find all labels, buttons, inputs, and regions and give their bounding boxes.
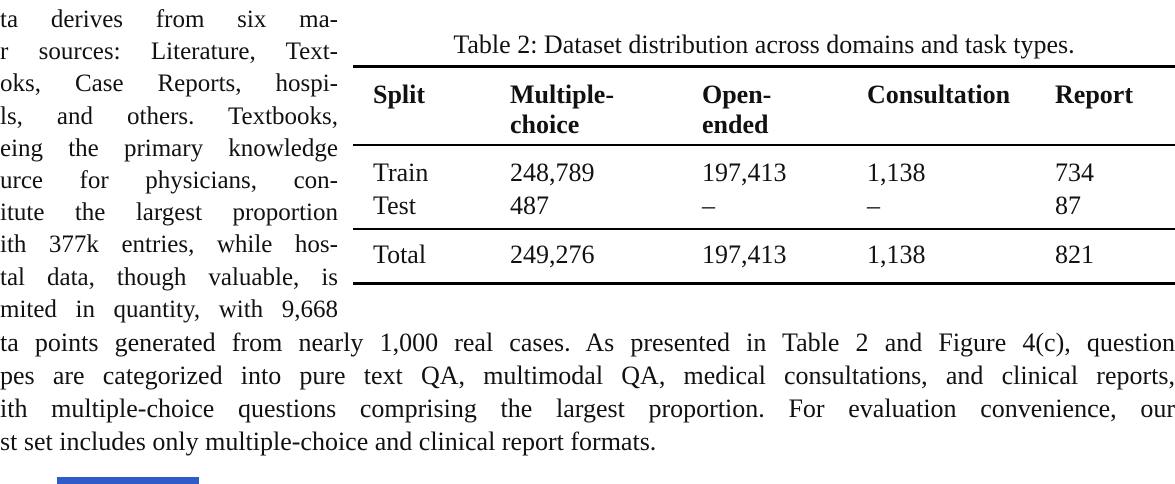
table-row-train: Train 248,789 197,413 1,138 734 [353, 156, 1175, 189]
body-paragraph-line: pes are categorized into pure text QA, m… [0, 361, 1175, 390]
left-column-line: itute the largest proportion [0, 199, 338, 227]
cell-report: 734 [1055, 158, 1094, 187]
left-column-line: oks, Case Reports, hospi- [0, 70, 338, 98]
column-header-split: Split [373, 80, 426, 109]
table-caption: Table 2: Dataset distribution across dom… [453, 30, 1075, 59]
cell-report: 821 [1055, 240, 1094, 269]
body-paragraph-line: ith multiple-choice questions comprising… [0, 394, 1175, 423]
table-2-float: Table 2: Dataset distribution across dom… [353, 0, 1175, 285]
table-row-test: Test 487 – – 87 [353, 189, 1175, 222]
cell-open-ended: – [702, 191, 715, 220]
left-column-line: ls, and others. Textbooks, [0, 102, 338, 130]
body-paragraph: ta points generated from nearly 1,000 re… [0, 326, 1175, 458]
table-bottom-rule [353, 282, 1175, 285]
left-column-line: eing the primary knowledge [0, 134, 338, 162]
left-column-line: r sources: Literature, Text- [0, 38, 338, 66]
cell-open-ended: 197,413 [702, 158, 787, 187]
table-top-rule [353, 65, 1175, 68]
column-header-report: Report [1055, 80, 1133, 109]
cell-multiple-choice: 248,789 [510, 158, 595, 187]
left-column-line: urce for physicians, con- [0, 166, 338, 194]
table-row-total: Total 249,276 197,413 1,138 821 [353, 230, 1175, 282]
column-header-multiple-choice: Multiple- choice [510, 80, 614, 139]
cell-multiple-choice: 487 [510, 191, 549, 220]
left-text-column: ta derives from six ma- r sources: Liter… [0, 4, 338, 326]
column-header-open-ended: Open- ended [702, 80, 772, 139]
left-column-line: ith 377k entries, while hos- [0, 231, 338, 259]
cell-consultation: 1,138 [867, 158, 926, 187]
table-header-row: Split Multiple- choice Open- ended Consu… [353, 68, 1175, 144]
cell-split: Test [373, 191, 416, 220]
table-total-rule [353, 228, 1175, 230]
cell-open-ended: 197,413 [702, 240, 787, 269]
cell-split: Train [373, 158, 429, 187]
body-paragraph-line: st set includes only multiple-choice and… [0, 427, 657, 456]
left-column-line: ta derives from six ma- [0, 6, 338, 33]
cell-consultation: 1,138 [867, 240, 926, 269]
cell-split: Total [373, 240, 427, 269]
left-column-line: tal data, though valuable, is [0, 263, 338, 291]
body-paragraph-line: ta points generated from nearly 1,000 re… [0, 328, 1175, 357]
cell-multiple-choice: 249,276 [510, 240, 595, 269]
table-header-rule [353, 144, 1175, 146]
left-column-line: mited in quantity, with 9,668 [0, 295, 338, 323]
cell-consultation: – [867, 191, 880, 220]
cell-report: 87 [1055, 191, 1081, 220]
partially-visible-blue-element [57, 477, 199, 484]
column-header-consultation: Consultation [867, 80, 1011, 109]
